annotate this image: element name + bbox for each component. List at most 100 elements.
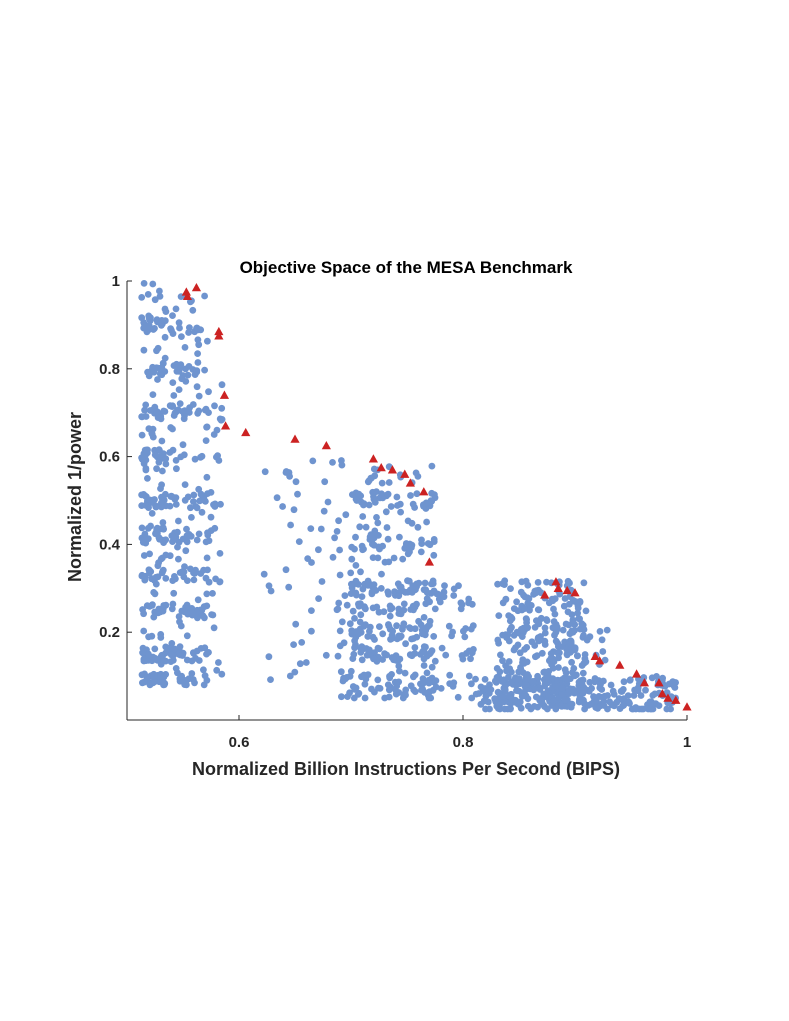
data-point: [512, 682, 520, 689]
data-point: [335, 517, 342, 525]
data-point: [369, 604, 377, 612]
data-point: [413, 490, 421, 498]
data-point: [573, 652, 581, 660]
data-point: [412, 469, 420, 477]
data-point: [571, 598, 578, 605]
data-point: [583, 636, 591, 644]
data-point: [494, 700, 502, 707]
data-point: [282, 566, 290, 574]
data-point: [201, 644, 209, 652]
data-point: [396, 667, 403, 675]
data-point: [499, 599, 507, 607]
pareto-point: [400, 469, 410, 478]
pareto-point: [368, 454, 378, 463]
data-point: [140, 552, 148, 559]
data-point: [390, 656, 397, 664]
y-tick-label: 1: [112, 273, 120, 290]
data-point: [555, 654, 562, 662]
data-point: [145, 425, 153, 433]
pareto-point: [654, 678, 664, 687]
data-point: [428, 647, 436, 655]
data-point: [194, 614, 201, 622]
data-point: [495, 639, 502, 647]
data-point: [601, 692, 609, 700]
data-point: [175, 650, 183, 658]
data-point: [559, 626, 567, 634]
data-point: [423, 518, 430, 526]
data-point: [171, 645, 179, 653]
data-point: [144, 475, 151, 482]
data-point: [331, 534, 338, 542]
data-point: [574, 604, 582, 612]
data-point: [518, 578, 526, 586]
data-point: [533, 652, 541, 659]
data-point: [379, 630, 387, 638]
y-axis-label: Normalized 1/power: [65, 412, 85, 582]
y-tick-label: 0.2: [99, 624, 120, 641]
data-point: [358, 656, 366, 664]
data-point: [550, 697, 557, 705]
pareto-point: [671, 695, 681, 704]
data-point: [173, 465, 180, 473]
data-point: [205, 409, 212, 416]
data-point: [350, 694, 358, 702]
data-point: [357, 568, 364, 576]
data-point: [146, 550, 154, 558]
data-point: [154, 344, 162, 352]
pareto-point: [540, 590, 550, 599]
data-point: [195, 530, 203, 538]
data-point: [426, 541, 434, 549]
data-point: [596, 628, 604, 635]
data-point: [176, 324, 183, 332]
data-point: [374, 519, 382, 527]
data-point: [550, 605, 557, 613]
data-point: [420, 679, 428, 687]
data-point: [574, 609, 581, 617]
data-point: [422, 499, 430, 507]
data-point: [190, 491, 198, 499]
data-point: [210, 624, 218, 632]
data-point: [181, 563, 188, 570]
data-point: [600, 702, 608, 709]
data-point: [411, 625, 419, 633]
data-point: [158, 554, 166, 562]
data-point: [570, 689, 578, 697]
pareto-point: [214, 331, 224, 340]
data-point: [551, 595, 559, 603]
data-point: [396, 533, 403, 541]
data-point: [171, 573, 178, 580]
data-point: [138, 524, 146, 532]
data-point: [508, 623, 515, 631]
data-point: [162, 490, 169, 498]
data-point: [528, 638, 536, 646]
data-point: [430, 633, 438, 640]
data-point: [423, 669, 431, 677]
data-point: [467, 655, 474, 663]
data-point: [564, 675, 572, 683]
data-point: [168, 327, 175, 334]
data-point: [430, 551, 438, 559]
data-point: [575, 615, 583, 622]
data-point: [171, 409, 179, 417]
data-point: [428, 462, 436, 470]
data-point: [177, 361, 185, 369]
data-point: [513, 598, 520, 606]
data-point: [560, 602, 568, 610]
data-point: [336, 627, 344, 635]
data-point: [159, 605, 167, 613]
data-point: [535, 620, 542, 627]
data-point: [552, 637, 560, 645]
pareto-point: [424, 557, 434, 566]
data-point: [183, 601, 191, 609]
data-point: [393, 622, 400, 630]
data-point: [534, 579, 542, 586]
data-point: [420, 614, 428, 621]
data-point: [145, 322, 153, 329]
data-point: [168, 605, 176, 613]
data-point: [378, 479, 386, 487]
data-point: [308, 607, 315, 614]
data-point: [203, 473, 211, 481]
data-point: [357, 492, 365, 500]
data-point: [204, 337, 211, 345]
